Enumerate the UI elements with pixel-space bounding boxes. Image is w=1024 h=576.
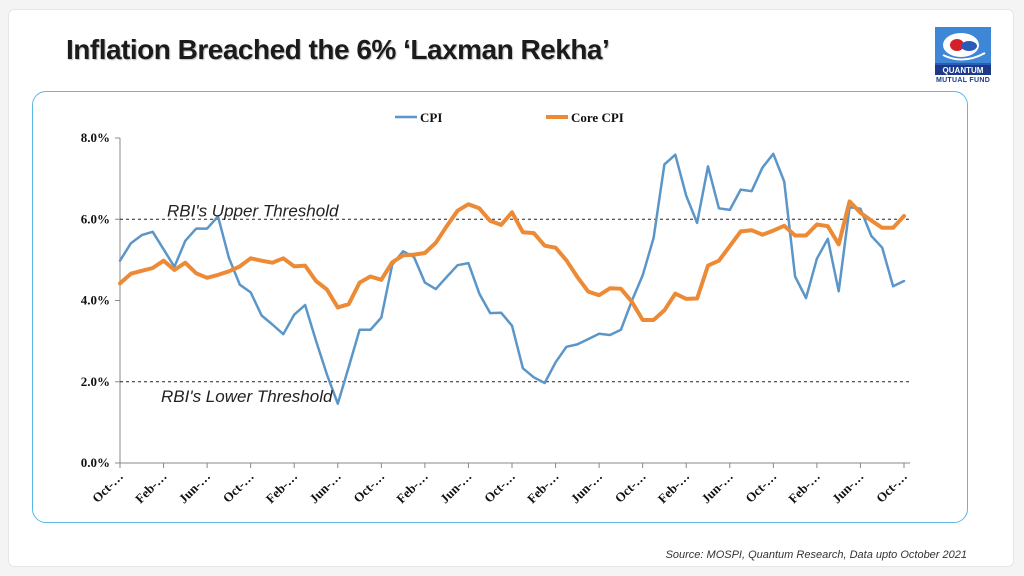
slide-title: Inflation Breached the 6% ‘Laxman Rekha’ bbox=[66, 34, 610, 65]
x-tick-label: Oct-… bbox=[89, 469, 126, 506]
x-tick-label: Oct-… bbox=[350, 469, 387, 506]
x-tick-label: Oct-… bbox=[873, 469, 910, 506]
series-line-cpi bbox=[118, 152, 906, 405]
x-tick-label: Feb-… bbox=[524, 469, 562, 507]
y-tick-label: 6.0% bbox=[81, 211, 110, 226]
x-tick-label: Feb-… bbox=[132, 469, 170, 507]
x-tick-label: Jun-… bbox=[437, 469, 475, 507]
x-tick-label: Oct-… bbox=[612, 469, 649, 506]
lower-threshold-label: RBI's Lower Threshold bbox=[161, 387, 333, 406]
quantum-logo-icon: QUANTUM bbox=[935, 27, 991, 75]
inflation-line-chart: 0.0%2.0%4.0%6.0%8.0%Oct-… Feb-… Jun-… Oct-…… bbox=[81, 110, 910, 507]
quantum-logo: QUANTUM MUTUAL FUND bbox=[933, 27, 993, 89]
y-tick-label: 4.0% bbox=[81, 293, 110, 308]
legend-label-cpi: CPI bbox=[420, 110, 442, 125]
y-tick-label: 8.0% bbox=[81, 130, 110, 145]
logo-wordmark: QUANTUM bbox=[943, 66, 984, 75]
x-tick-label: Jun-… bbox=[829, 469, 867, 507]
chart-frame: 0.0% 2.0% 4.0% 6.0% 8.0% Oct-… Feb-… Jun-… Oct-…… bbox=[32, 91, 968, 523]
x-tick-label: Feb-… bbox=[655, 469, 693, 507]
x-tick-label: Feb-… bbox=[393, 469, 431, 507]
x-tick-label: Oct-… bbox=[742, 469, 779, 506]
y-tick-label: 2.0% bbox=[81, 374, 110, 389]
x-tick-label: Jun-… bbox=[698, 469, 736, 507]
x-tick-label: Oct-… bbox=[481, 469, 518, 506]
upper-threshold-label: RBI's Upper Threshold bbox=[167, 201, 339, 220]
x-tick-label: Oct-… bbox=[220, 469, 257, 506]
source-note: Source: MOSPI, Quantum Research, Data up… bbox=[665, 549, 967, 561]
x-tick-label: Jun-… bbox=[568, 469, 606, 507]
x-tick-label: Jun-… bbox=[306, 469, 344, 507]
legend-label-core-cpi: Core CPI bbox=[571, 110, 624, 125]
y-tick-label: 0.0% bbox=[81, 455, 110, 470]
x-tick-label: Feb-… bbox=[263, 469, 301, 507]
x-tick-label: Jun-… bbox=[176, 469, 214, 507]
series-line-core-cpi bbox=[118, 199, 906, 322]
x-tick-label: Feb-… bbox=[785, 469, 823, 507]
logo-subtext: MUTUAL FUND bbox=[935, 77, 991, 84]
